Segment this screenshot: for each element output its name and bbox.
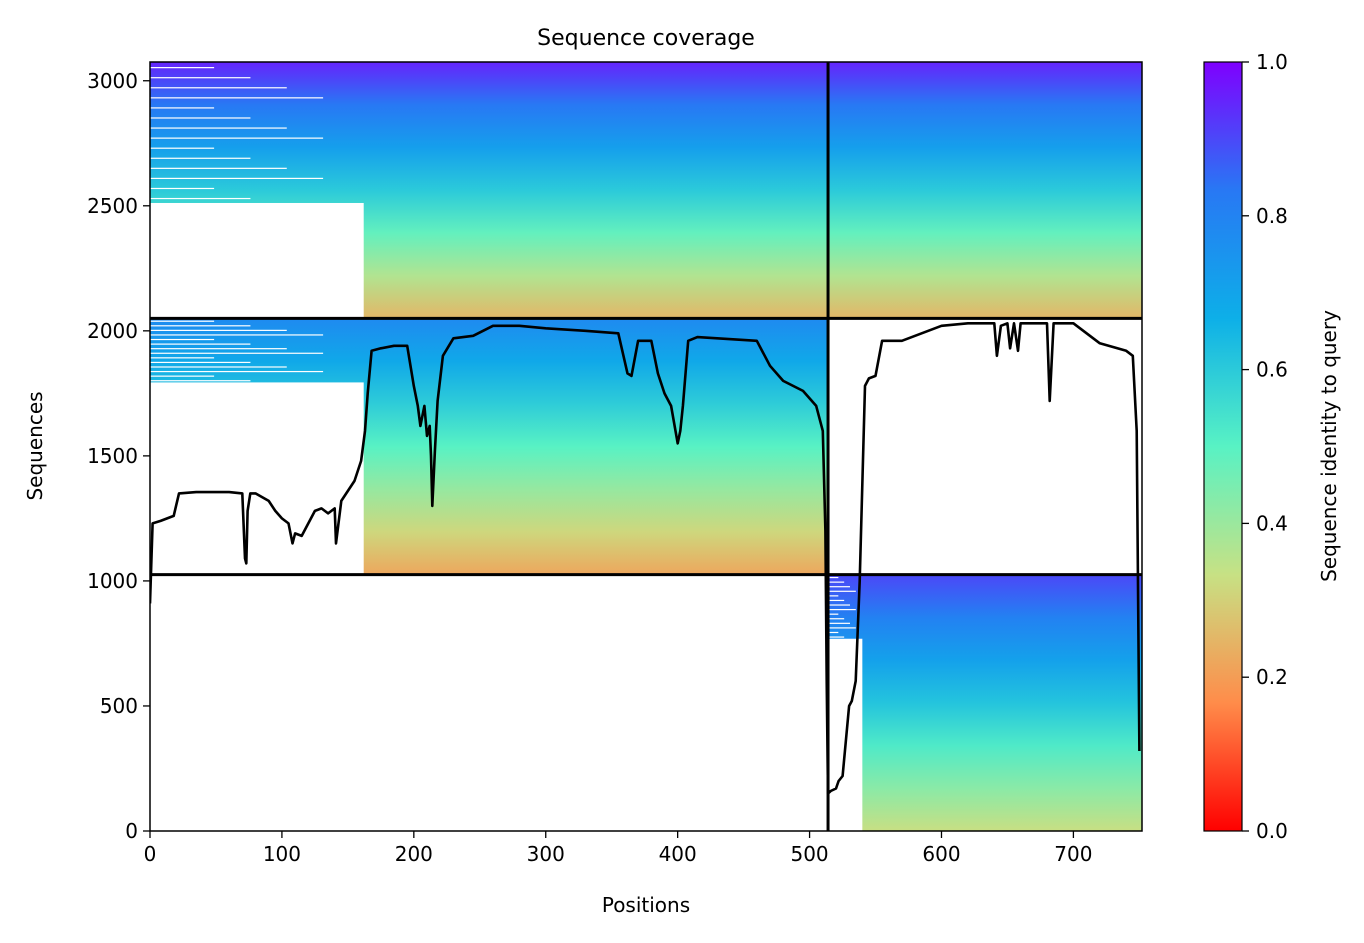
- colorbar-tick-label: 0.8: [1256, 204, 1288, 228]
- x-axis-ticks: 0 100 200 300 400 500 600 700: [144, 831, 1092, 866]
- gap-stripe: [150, 352, 324, 354]
- colorbar: [1203, 61, 1243, 832]
- colorbar-tick-label: 0.4: [1256, 511, 1288, 535]
- gap-stripe: [150, 187, 215, 190]
- gap-stripe: [150, 329, 287, 331]
- gap-stripe: [150, 127, 287, 129]
- x-tick-label: 0: [144, 842, 157, 866]
- y-tick-label: 1000: [87, 569, 138, 593]
- gap-stripe: [150, 334, 324, 336]
- gap-stripe: [828, 622, 850, 624]
- colorbar-tick-label: 1.0: [1256, 50, 1288, 74]
- gap-stripe: [150, 197, 251, 200]
- x-tick-label: 500: [790, 842, 828, 866]
- x-tick-label: 300: [527, 842, 565, 866]
- gap-stripe: [150, 370, 324, 373]
- gap-stripe: [150, 357, 215, 359]
- gap-stripe: [150, 157, 251, 159]
- gap-stripe: [150, 107, 215, 109]
- colorbar-ticks: 0.0 0.2 0.4 0.6 0.8 1.0: [1242, 50, 1288, 843]
- gap-stripe: [150, 137, 324, 139]
- gap-stripe: [150, 77, 251, 79]
- gap-stripe: [150, 147, 215, 149]
- gap-stripe: [150, 167, 287, 169]
- gap-stripe: [150, 117, 251, 119]
- alignment-blocks: [150, 62, 1142, 831]
- gap-stripe: [828, 590, 856, 592]
- gap-stripe: [828, 581, 845, 583]
- plot-area: [150, 62, 1142, 831]
- x-tick-label: 700: [1054, 842, 1092, 866]
- uncovered-region: [150, 382, 364, 575]
- gap-stripe: [828, 627, 856, 629]
- gap-stripe: [150, 67, 215, 69]
- gap-stripe: [828, 631, 839, 634]
- colorbar-tick-label: 0.0: [1256, 819, 1288, 843]
- colorbar-tick-label: 0.6: [1256, 358, 1288, 382]
- x-tick-label: 600: [922, 842, 960, 866]
- gap-stripe: [828, 576, 839, 579]
- y-tick-label: 1500: [87, 444, 138, 468]
- gap-stripe: [150, 380, 251, 382]
- gap-stripe: [150, 325, 251, 327]
- y-tick-label: 2000: [87, 319, 138, 343]
- gap-stripe: [150, 338, 215, 341]
- chart-title: Sequence coverage: [537, 26, 755, 51]
- gap-stripe: [828, 618, 845, 620]
- y-tick-label: 0: [125, 819, 138, 843]
- gap-stripe: [828, 604, 850, 606]
- y-tick-label: 3000: [87, 69, 138, 93]
- y-axis-ticks: 0 500 1000 1500 2000 2500 3000: [87, 69, 150, 843]
- gap-stripe: [828, 636, 845, 638]
- gap-stripe: [828, 608, 856, 611]
- plot-frame: [149, 61, 1143, 832]
- gap-stripe: [150, 375, 215, 377]
- y-axis-label: Sequences: [23, 391, 47, 500]
- gap-stripe: [828, 595, 839, 597]
- gap-stripe: [828, 613, 839, 615]
- x-tick-label: 100: [263, 842, 301, 866]
- x-tick-label: 400: [659, 842, 697, 866]
- gap-stripe: [150, 87, 287, 89]
- gap-stripe: [150, 97, 324, 99]
- gap-stripe: [150, 348, 287, 350]
- coverage-line: [150, 321, 1141, 795]
- gap-stripe: [150, 320, 215, 322]
- y-tick-label: 500: [100, 694, 138, 718]
- x-tick-label: 200: [395, 842, 433, 866]
- uncovered-region: [150, 202, 364, 319]
- coverage-line-layer: [150, 321, 1141, 795]
- alignment-block: [828, 574, 1142, 831]
- gap-stripe: [828, 599, 845, 602]
- colorbar-tick-label: 0.2: [1256, 665, 1288, 689]
- gap-stripe: [150, 343, 251, 345]
- gap-stripe: [828, 586, 850, 588]
- gap-stripe: [150, 177, 324, 180]
- y-tick-label: 2500: [87, 194, 138, 218]
- colorbar-label: Sequence identity to query: [1317, 310, 1341, 582]
- gap-stripe: [150, 361, 251, 364]
- x-axis-label: Positions: [602, 893, 690, 917]
- gap-stripe: [150, 366, 287, 368]
